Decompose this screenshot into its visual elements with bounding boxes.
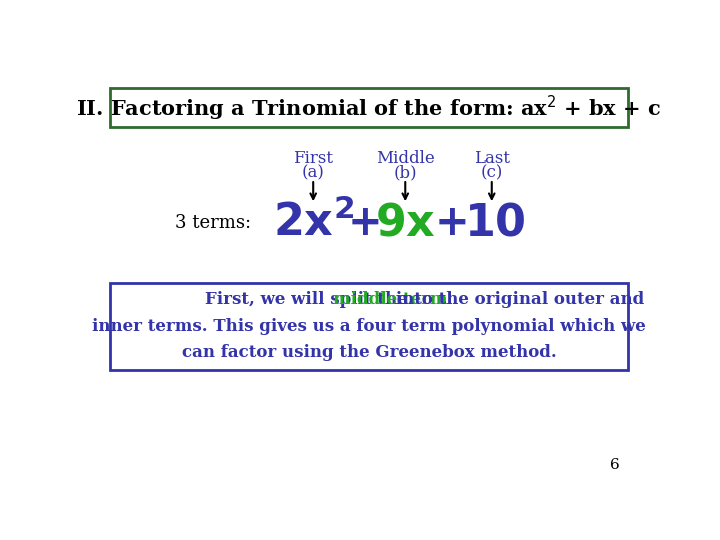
- Text: II. Factoring a Trinomial of the form: ax$^2$ + bx + c: II. Factoring a Trinomial of the form: a…: [76, 94, 662, 123]
- Text: First, we will split the: First, we will split the: [204, 291, 413, 308]
- Text: (c): (c): [480, 164, 503, 181]
- Text: First: First: [293, 150, 333, 167]
- Text: $\mathbf{+}$: $\mathbf{+}$: [433, 202, 466, 244]
- Text: (b): (b): [393, 164, 417, 181]
- Text: $\mathbf{10}$: $\mathbf{10}$: [464, 201, 526, 245]
- Text: inner terms. This gives us a four term polynomial which we: inner terms. This gives us a four term p…: [92, 318, 646, 335]
- Text: Middle: Middle: [376, 150, 435, 167]
- Text: can factor using the Greenebox method.: can factor using the Greenebox method.: [181, 344, 557, 361]
- FancyBboxPatch shape: [109, 283, 629, 370]
- Text: 3 terms:: 3 terms:: [175, 214, 251, 232]
- Text: $\mathbf{+}$: $\mathbf{+}$: [347, 202, 379, 244]
- Text: (a): (a): [302, 164, 325, 181]
- Text: $\mathbf{9x}$: $\mathbf{9x}$: [375, 201, 436, 245]
- Text: into the original outer and: into the original outer and: [390, 291, 644, 308]
- Text: 6: 6: [610, 458, 619, 472]
- FancyBboxPatch shape: [109, 87, 629, 127]
- Text: middle term: middle term: [333, 291, 448, 308]
- Text: Last: Last: [474, 150, 510, 167]
- Text: $\mathbf{2x^2}$: $\mathbf{2x^2}$: [273, 200, 354, 245]
